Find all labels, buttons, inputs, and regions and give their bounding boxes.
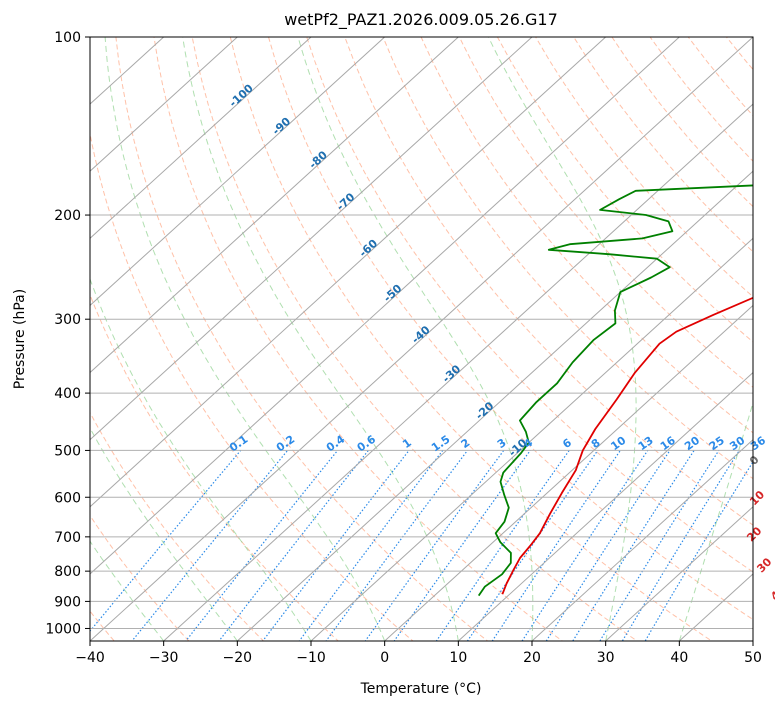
y-tick-label: 400 [54, 386, 81, 402]
x-tick-label: 30 [597, 650, 615, 666]
moist-adiabat-line [182, 37, 459, 641]
dewpoint-line [477, 184, 753, 597]
y-tick-label: 200 [54, 208, 81, 224]
isotherm-line [90, 37, 239, 172]
y-tick-label: 100 [54, 30, 81, 46]
isotherm-line [90, 37, 607, 508]
dry-adiabat-line [382, 37, 753, 480]
moist-adiabat-line [90, 427, 238, 641]
y-tick-label: 1000 [45, 621, 81, 637]
x-tick-label: −10 [296, 650, 326, 666]
moist-adiabat-line [297, 37, 534, 641]
isotherm-line [90, 37, 312, 240]
isotherm-line [236, 170, 753, 641]
dry-adiabat-line [153, 37, 564, 641]
moist-adiabat-line [104, 37, 386, 641]
dry-adiabat-line [458, 37, 753, 388]
series-lines [477, 184, 753, 597]
grid [90, 37, 753, 641]
isotherm-line [531, 438, 753, 641]
y-axis-label: Pressure (hPa) [12, 289, 28, 389]
dry-adiabat-line [90, 411, 265, 641]
x-tick-label: 50 [744, 650, 762, 666]
isotherm-line [604, 506, 753, 641]
dry-adiabat-line [115, 37, 489, 641]
x-tick-label: −40 [75, 650, 105, 666]
y-tick-label: 300 [54, 312, 81, 328]
dry-adiabat-line [90, 293, 339, 641]
isotherm-line [457, 371, 753, 641]
chart-title: wetPf2_PAZ1.2026.009.05.26.G17 [284, 10, 558, 30]
dry-adiabat-line [90, 131, 414, 641]
isotherm-line [90, 37, 460, 374]
isotherm-line [90, 37, 681, 575]
isotherm-line [310, 237, 753, 641]
x-tick-label: −30 [149, 650, 179, 666]
y-tick-label: 700 [54, 530, 81, 546]
x-tick-label: 40 [670, 650, 688, 666]
dry-adiabat-line [306, 37, 753, 573]
moist-adiabat-line [487, 37, 637, 641]
moist-adiabat-label: 30 [754, 555, 774, 575]
isotherm-line [90, 37, 533, 441]
y-tick-label: 500 [54, 443, 81, 459]
isotherm-line [162, 103, 753, 641]
moist-adiabat-label: 40 [768, 583, 775, 603]
x-tick-label: 10 [449, 650, 467, 666]
dry-adiabat-line [229, 37, 713, 641]
dry-adiabat-line [90, 514, 190, 641]
axes: −40 −30 −20 −10 0 10 20 30 40 50 100 200 300 400 500 60… [45, 30, 762, 666]
y-tick-label: 600 [54, 490, 81, 506]
x-axis-label: Temperature (°C) [360, 681, 482, 697]
x-tick-label: −20 [223, 650, 253, 666]
y-tick-label: 900 [54, 594, 81, 610]
x-tick-label: 20 [523, 650, 541, 666]
y-tick-label: 800 [54, 564, 81, 580]
moist-adiabat-line [90, 540, 165, 641]
isotherm-line [383, 304, 753, 641]
isotherm-line [90, 37, 386, 307]
dry-adiabat-line [191, 37, 638, 641]
x-tick-label: 0 [380, 650, 389, 666]
temperature-line [501, 296, 753, 595]
plot-frame [89, 36, 754, 642]
moist-adiabat-line [678, 401, 753, 641]
isotherm-line [90, 37, 753, 641]
